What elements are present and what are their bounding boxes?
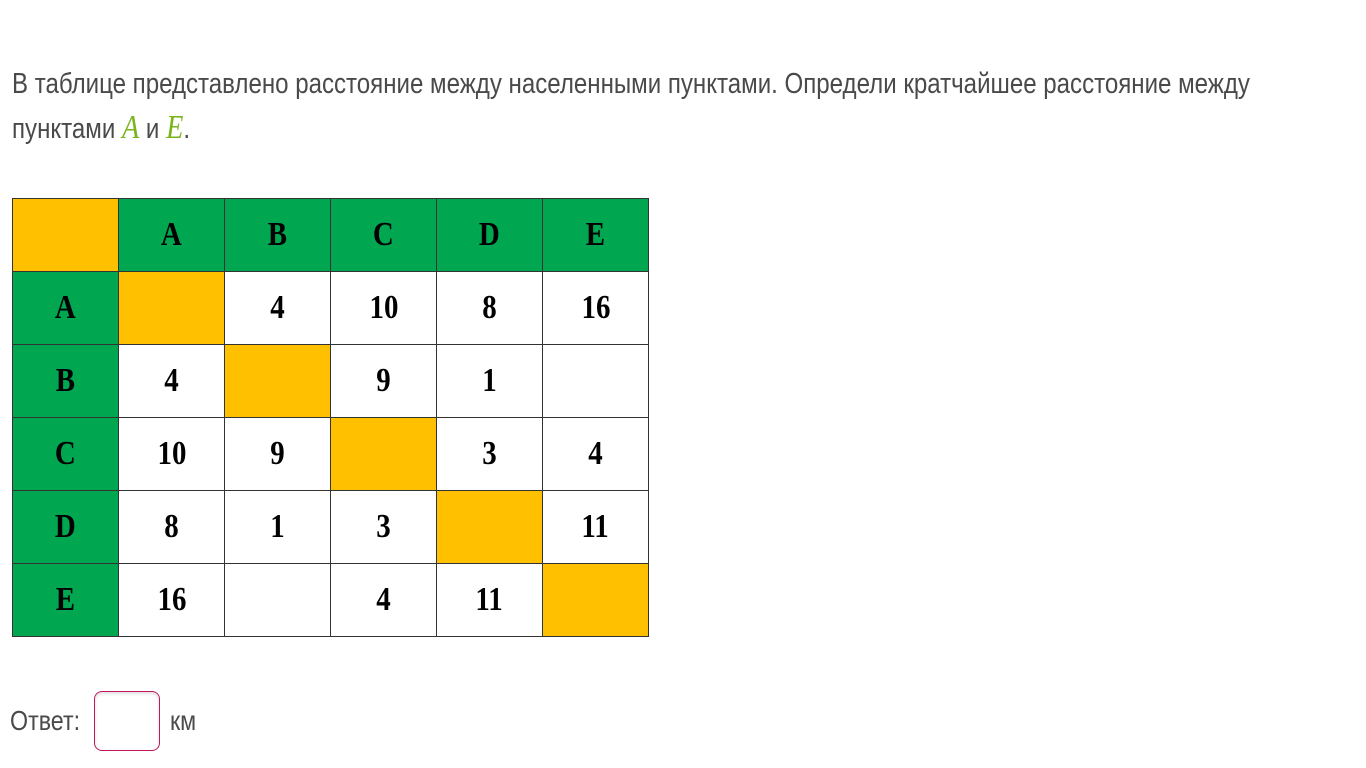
cell-text: 9	[270, 435, 285, 472]
row-header: D	[12, 490, 119, 564]
row-header: B	[12, 344, 119, 418]
cell-text: 11	[581, 508, 610, 545]
cell-text: 1	[482, 362, 497, 399]
header-row: A B C D E	[12, 198, 649, 272]
answer-input[interactable]	[94, 691, 160, 751]
cell-text: 16	[157, 581, 186, 618]
cell-text: 11	[475, 581, 504, 618]
cell-text: 9	[376, 362, 391, 399]
table-row: A 4 10 8 16	[12, 271, 649, 345]
answer-row: Ответ: км	[10, 688, 202, 754]
cell-text: 10	[157, 435, 186, 472]
cell-text: A	[161, 216, 182, 253]
cell-text: 4	[164, 362, 179, 399]
row-header: A	[12, 271, 119, 345]
cell-text: E	[55, 581, 76, 618]
cell-text: 8	[482, 289, 497, 326]
question-body: В таблице представлено расстояние между …	[12, 68, 1250, 145]
column-header: A	[118, 198, 225, 272]
cell-text: 3	[482, 435, 497, 472]
distance-cell: 10	[118, 417, 225, 491]
distance-cell: 4	[542, 417, 649, 491]
variable-e: E	[166, 109, 184, 146]
distance-cell: 10	[330, 271, 437, 345]
column-header: C	[330, 198, 437, 272]
cell-text: E	[585, 216, 606, 253]
question-text: В таблице представлено расстояние между …	[12, 62, 1307, 151]
distance-cell: 9	[224, 417, 331, 491]
distance-cell: 11	[542, 490, 649, 564]
distance-cell: 11	[436, 563, 543, 637]
cell-text: 3	[376, 508, 391, 545]
cell-text: C	[55, 435, 76, 472]
cell-text: 1	[270, 508, 285, 545]
cell-text: D	[479, 216, 500, 253]
table-row: D 8 1 3 11	[12, 490, 649, 564]
diagonal-cell	[224, 344, 331, 418]
distance-cell: 16	[118, 563, 225, 637]
distance-cell: 3	[436, 417, 543, 491]
cell-text: B	[267, 216, 288, 253]
distance-cell: 4	[330, 563, 437, 637]
column-header: D	[436, 198, 543, 272]
distance-cell	[542, 344, 649, 418]
diagonal-cell	[436, 490, 543, 564]
table-row: B 4 9 1	[12, 344, 649, 418]
cell-text: A	[55, 289, 76, 326]
distance-cell: 8	[436, 271, 543, 345]
answer-label: Ответ:	[10, 705, 81, 736]
distance-cell: 3	[330, 490, 437, 564]
distance-table: A B C D E A 4 10 8 16 B 4 9 1 C 10 9 3 4 D 8 1 3 11 E 16 4 11	[12, 198, 649, 637]
row-header: C	[12, 417, 119, 491]
distance-cell: 8	[118, 490, 225, 564]
distance-cell: 4	[118, 344, 225, 418]
distance-cell	[224, 563, 331, 637]
diagonal-cell	[118, 271, 225, 345]
cell-text: 10	[369, 289, 398, 326]
cell-text: C	[373, 216, 394, 253]
distance-cell: 9	[330, 344, 437, 418]
variable-a: A	[121, 109, 140, 146]
cell-text: 4	[376, 581, 391, 618]
distance-cell: 1	[224, 490, 331, 564]
distance-cell: 16	[542, 271, 649, 345]
cell-text: 16	[581, 289, 610, 326]
corner-cell	[12, 198, 119, 272]
column-header: B	[224, 198, 331, 272]
distance-cell: 4	[224, 271, 331, 345]
cell-text: 4	[270, 289, 285, 326]
row-header: E	[12, 563, 119, 637]
distance-cell: 1	[436, 344, 543, 418]
table-row: C 10 9 3 4	[12, 417, 649, 491]
answer-unit: км	[170, 705, 197, 736]
diagonal-cell	[330, 417, 437, 491]
cell-text: D	[55, 508, 76, 545]
cell-text: B	[55, 362, 76, 399]
question-end: .	[183, 113, 191, 145]
column-header: E	[542, 198, 649, 272]
cell-text: 8	[164, 508, 179, 545]
diagonal-cell	[542, 563, 649, 637]
table-row: E 16 4 11	[12, 563, 649, 637]
question-conj: и	[139, 113, 167, 145]
cell-text: 4	[588, 435, 603, 472]
